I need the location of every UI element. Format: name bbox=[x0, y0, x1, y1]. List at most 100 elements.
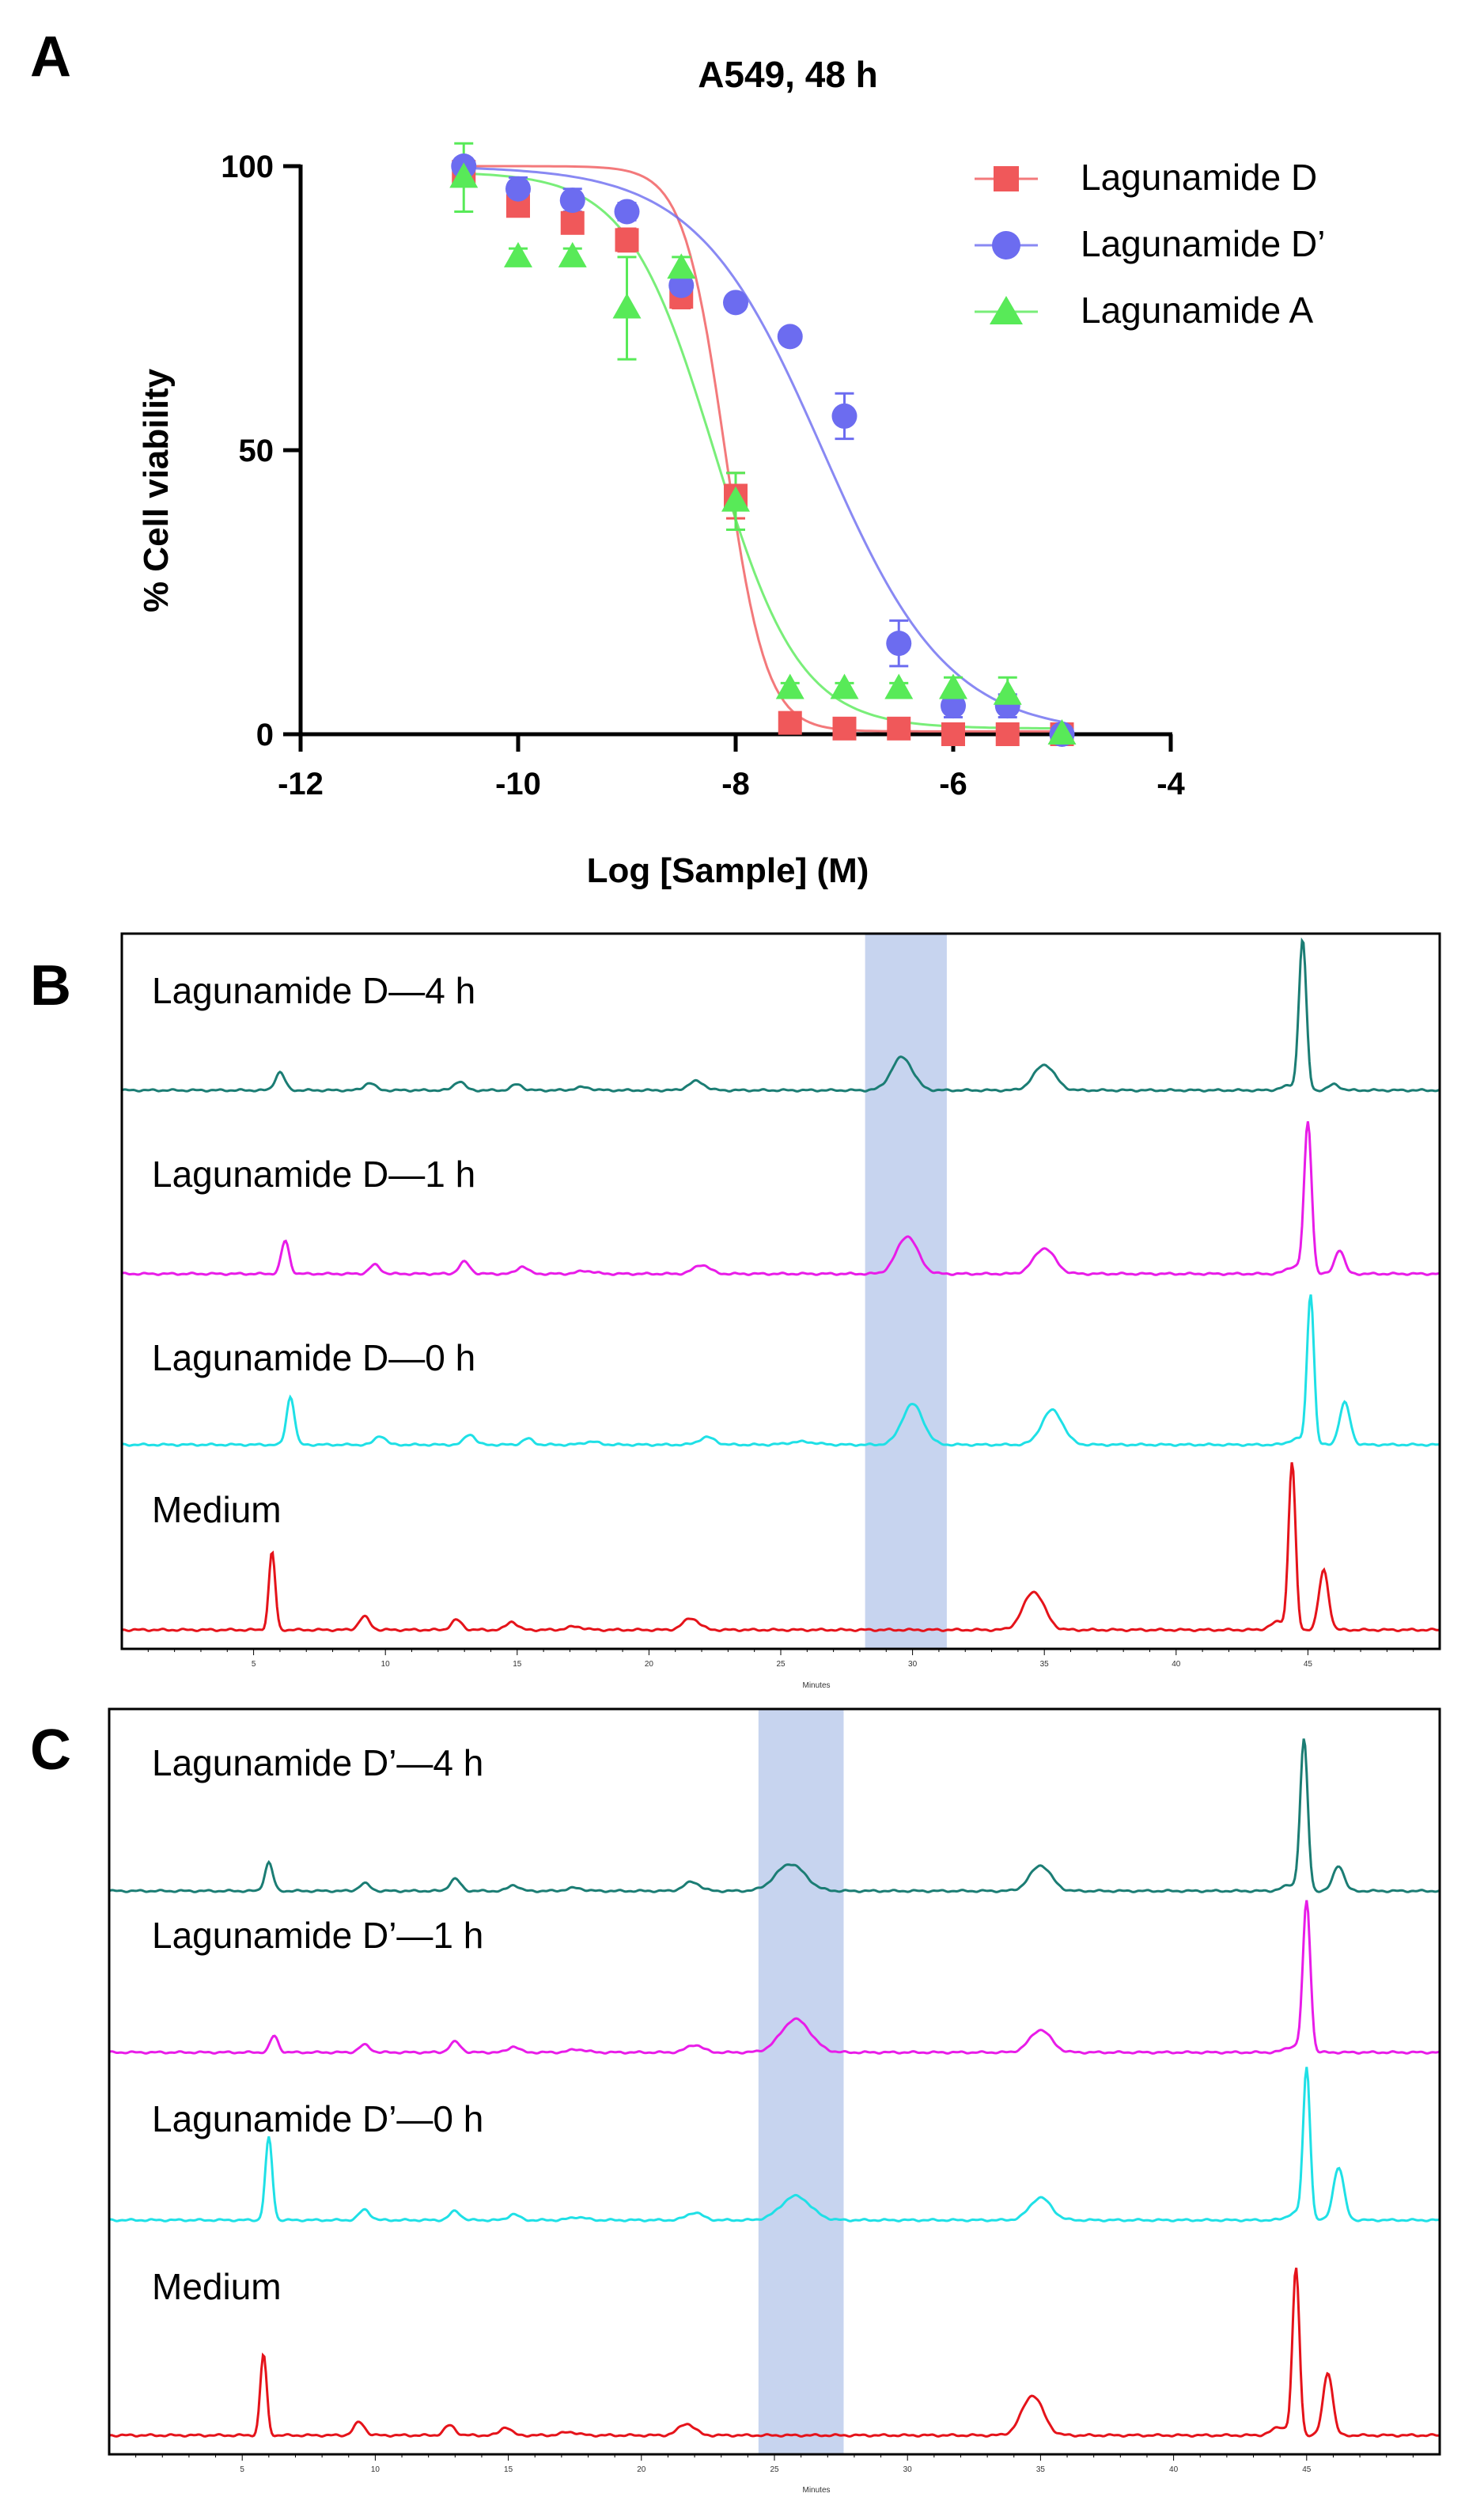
x-tick-label: -6 bbox=[939, 767, 967, 801]
data-point-circle bbox=[831, 403, 857, 429]
panel-a-letter: A bbox=[30, 25, 71, 89]
data-point-triangle bbox=[993, 679, 1022, 705]
x-tick-label: 5 bbox=[252, 1660, 256, 1669]
y-tick-label: 0 bbox=[256, 718, 274, 752]
data-point-triangle bbox=[612, 293, 642, 319]
trace-label: Lagunamide D—4 h bbox=[152, 970, 475, 1011]
data-point-circle bbox=[614, 199, 640, 225]
trace-lagunamide-d-1-h bbox=[121, 1121, 1440, 1276]
trace-medium bbox=[108, 2268, 1440, 2438]
data-point-square bbox=[778, 711, 802, 735]
panel-b-letter: B bbox=[30, 954, 71, 1017]
error-bars bbox=[454, 142, 1072, 741]
trace-label: Medium bbox=[152, 2266, 282, 2307]
data-point-circle bbox=[723, 290, 748, 316]
y-axis-ticks: 0 50 100 bbox=[221, 150, 301, 752]
highlight-band bbox=[865, 934, 947, 1649]
trace-label: Lagunamide D’—4 h bbox=[152, 1742, 483, 1783]
chromatogram-traces bbox=[108, 1738, 1440, 2438]
data-point-circle bbox=[668, 272, 695, 298]
data-point-triangle bbox=[939, 673, 967, 699]
trace-lagunamide-d-prime-4-h bbox=[108, 1738, 1440, 1893]
fit-curves bbox=[464, 165, 1062, 733]
data-point-triangle bbox=[830, 673, 859, 699]
x-tick-label: 5 bbox=[240, 2465, 244, 2474]
trace-medium bbox=[121, 1462, 1440, 1633]
x-axis-label: Minutes bbox=[802, 1681, 830, 1690]
chart-a-title: A549, 48 h bbox=[698, 54, 878, 95]
data-point-square bbox=[887, 716, 911, 741]
trace-lagunamide-d-prime-0-h bbox=[108, 2067, 1440, 2222]
legend-label: Lagunamide D’ bbox=[1081, 223, 1325, 264]
x-axis-label: Minutes bbox=[802, 2486, 830, 2495]
x-tick-label: -10 bbox=[495, 767, 541, 801]
y-tick-label: 100 bbox=[221, 150, 274, 184]
data-point-square bbox=[995, 722, 1020, 746]
x-tick-label: 30 bbox=[903, 2465, 913, 2474]
data-point-triangle bbox=[721, 486, 750, 512]
data-point-square bbox=[615, 228, 639, 252]
chromatogram-traces bbox=[121, 937, 1440, 1633]
triangle-marker-icon bbox=[990, 296, 1023, 324]
data-point-triangle bbox=[884, 673, 914, 699]
legend-label: Lagunamide A bbox=[1081, 290, 1313, 331]
data-point-triangle bbox=[449, 162, 479, 188]
trace-label: Lagunamide D’—0 h bbox=[152, 2098, 483, 2139]
legend-entry-lagunamide-a: Lagunamide A bbox=[975, 290, 1313, 331]
data-point-square bbox=[560, 210, 585, 235]
x-tick-label: 10 bbox=[371, 2465, 380, 2474]
x-tick-label: 40 bbox=[1172, 1660, 1181, 1669]
y-tick-label: 50 bbox=[239, 434, 274, 468]
data-point-triangle bbox=[558, 241, 587, 267]
data-point-circle bbox=[886, 631, 912, 657]
legend-entry-lagunamide-d: Lagunamide D bbox=[975, 157, 1317, 198]
x-axis-ticks: 5 10 15 20 25 30 35 40 45 bbox=[147, 1649, 1414, 1669]
x-tick-label: 45 bbox=[1304, 1660, 1313, 1669]
x-tick-label: -4 bbox=[1157, 767, 1185, 801]
data-point-triangle bbox=[775, 673, 804, 699]
trace-lagunamide-d-0-h bbox=[121, 1294, 1440, 1447]
x-tick-label: 40 bbox=[1169, 2465, 1179, 2474]
panel-c-letter: C bbox=[30, 1718, 71, 1782]
x-tick-label: 20 bbox=[637, 2465, 646, 2474]
x-tick-label: -12 bbox=[278, 767, 324, 801]
x-axis-label: Log [Sample] (M) bbox=[587, 851, 869, 890]
data-point-circle bbox=[941, 693, 966, 719]
x-tick-label: 20 bbox=[645, 1660, 654, 1669]
fit-curve-lagunamide-d-prime bbox=[464, 166, 1062, 723]
x-tick-label: 25 bbox=[776, 1660, 786, 1669]
x-axis-ticks: -12 -10 -8 -6 -4 bbox=[278, 734, 1186, 801]
data-points bbox=[449, 153, 1077, 747]
trace-label: Lagunamide D—1 h bbox=[152, 1154, 475, 1195]
legend: Lagunamide D Lagunamide D’ Lagunamide A bbox=[975, 157, 1325, 331]
data-point-circle bbox=[777, 324, 803, 350]
data-point-square bbox=[832, 716, 857, 741]
x-tick-label: 15 bbox=[513, 1660, 522, 1669]
circle-marker-icon bbox=[992, 231, 1020, 260]
panel-b: B 5 10 15 20 25 30 35 40 45 Minutes Lagunamide D… bbox=[30, 932, 1441, 1690]
x-tick-label: 35 bbox=[1040, 1660, 1050, 1669]
data-point-circle bbox=[559, 188, 585, 214]
x-tick-label: 35 bbox=[1036, 2465, 1046, 2474]
trace-label: Medium bbox=[152, 1489, 282, 1530]
data-point-triangle bbox=[504, 241, 532, 267]
x-axis-ticks: 5 10 15 20 25 30 35 40 45 bbox=[135, 2454, 1414, 2474]
x-tick-label: 30 bbox=[908, 1660, 918, 1669]
square-marker-icon bbox=[994, 166, 1019, 191]
x-tick-label: 15 bbox=[504, 2465, 513, 2474]
fit-curve-lagunamide-a bbox=[464, 172, 1062, 730]
x-tick-label: 45 bbox=[1302, 2465, 1312, 2474]
x-tick-label: 10 bbox=[381, 1660, 391, 1669]
legend-label: Lagunamide D bbox=[1081, 157, 1317, 198]
data-point-circle bbox=[505, 176, 531, 202]
panel-c: C 5 10 15 20 25 30 35 40 45 Minutes Lagunamide D… bbox=[30, 1707, 1441, 2495]
legend-entry-lagunamide-d-prime: Lagunamide D’ bbox=[975, 223, 1325, 264]
y-axis-label: % Cell viability bbox=[137, 368, 176, 612]
plot-frame bbox=[120, 932, 1441, 1650]
trace-lagunamide-d-prime-1-h bbox=[108, 1900, 1440, 2055]
x-tick-label: -8 bbox=[721, 767, 750, 801]
data-point-triangle bbox=[667, 253, 696, 279]
trace-lagunamide-d-4-h bbox=[121, 937, 1440, 1093]
trace-label: Lagunamide D’—1 h bbox=[152, 1915, 483, 1956]
